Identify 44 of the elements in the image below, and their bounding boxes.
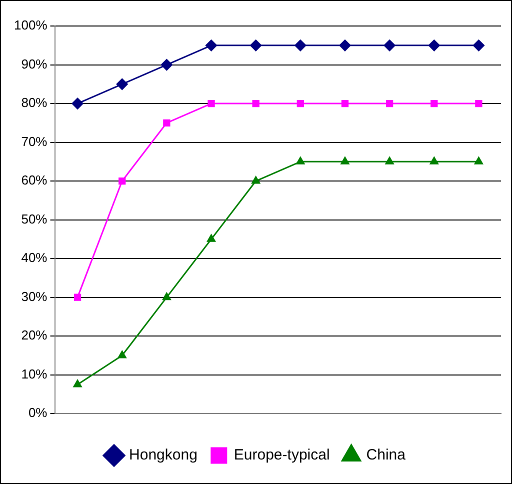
point <box>208 100 215 108</box>
point <box>206 40 218 52</box>
point <box>386 100 394 108</box>
point <box>160 59 172 71</box>
point <box>296 100 304 108</box>
point <box>163 119 170 126</box>
point <box>252 176 260 184</box>
point <box>475 100 482 108</box>
point <box>340 156 350 164</box>
legend-label: China <box>366 446 406 464</box>
y-tick-label: 80% <box>21 95 48 110</box>
point <box>474 156 483 164</box>
point <box>296 156 305 164</box>
y-tick-label: 20% <box>21 328 48 343</box>
point <box>118 350 126 358</box>
y-tick-label: 70% <box>21 134 48 149</box>
point <box>294 40 306 52</box>
y-tick-label: 60% <box>21 172 48 188</box>
point <box>116 78 128 90</box>
point <box>250 40 262 52</box>
y-tick-label: 30% <box>21 288 48 304</box>
y-tick-label: 90% <box>21 56 48 72</box>
point <box>430 156 438 164</box>
point <box>72 98 84 110</box>
point <box>118 177 126 185</box>
y-tick-label: 40% <box>21 250 48 266</box>
point <box>73 380 82 388</box>
y-tick-label: 0% <box>28 405 48 420</box>
point <box>162 292 171 300</box>
y-tick-label: 100% <box>14 18 48 33</box>
legend-label: Hongkong <box>129 446 198 464</box>
point <box>430 100 438 108</box>
y-tick-label: 50% <box>21 211 48 226</box>
point <box>428 40 440 52</box>
point <box>384 40 396 52</box>
point <box>207 234 216 242</box>
point <box>74 294 82 301</box>
point <box>252 100 260 108</box>
legend-label: Europe-typical <box>234 446 330 464</box>
point <box>341 100 349 108</box>
point <box>472 40 484 52</box>
point <box>385 156 394 164</box>
y-tick-label: 10% <box>21 366 48 382</box>
point <box>339 40 351 52</box>
